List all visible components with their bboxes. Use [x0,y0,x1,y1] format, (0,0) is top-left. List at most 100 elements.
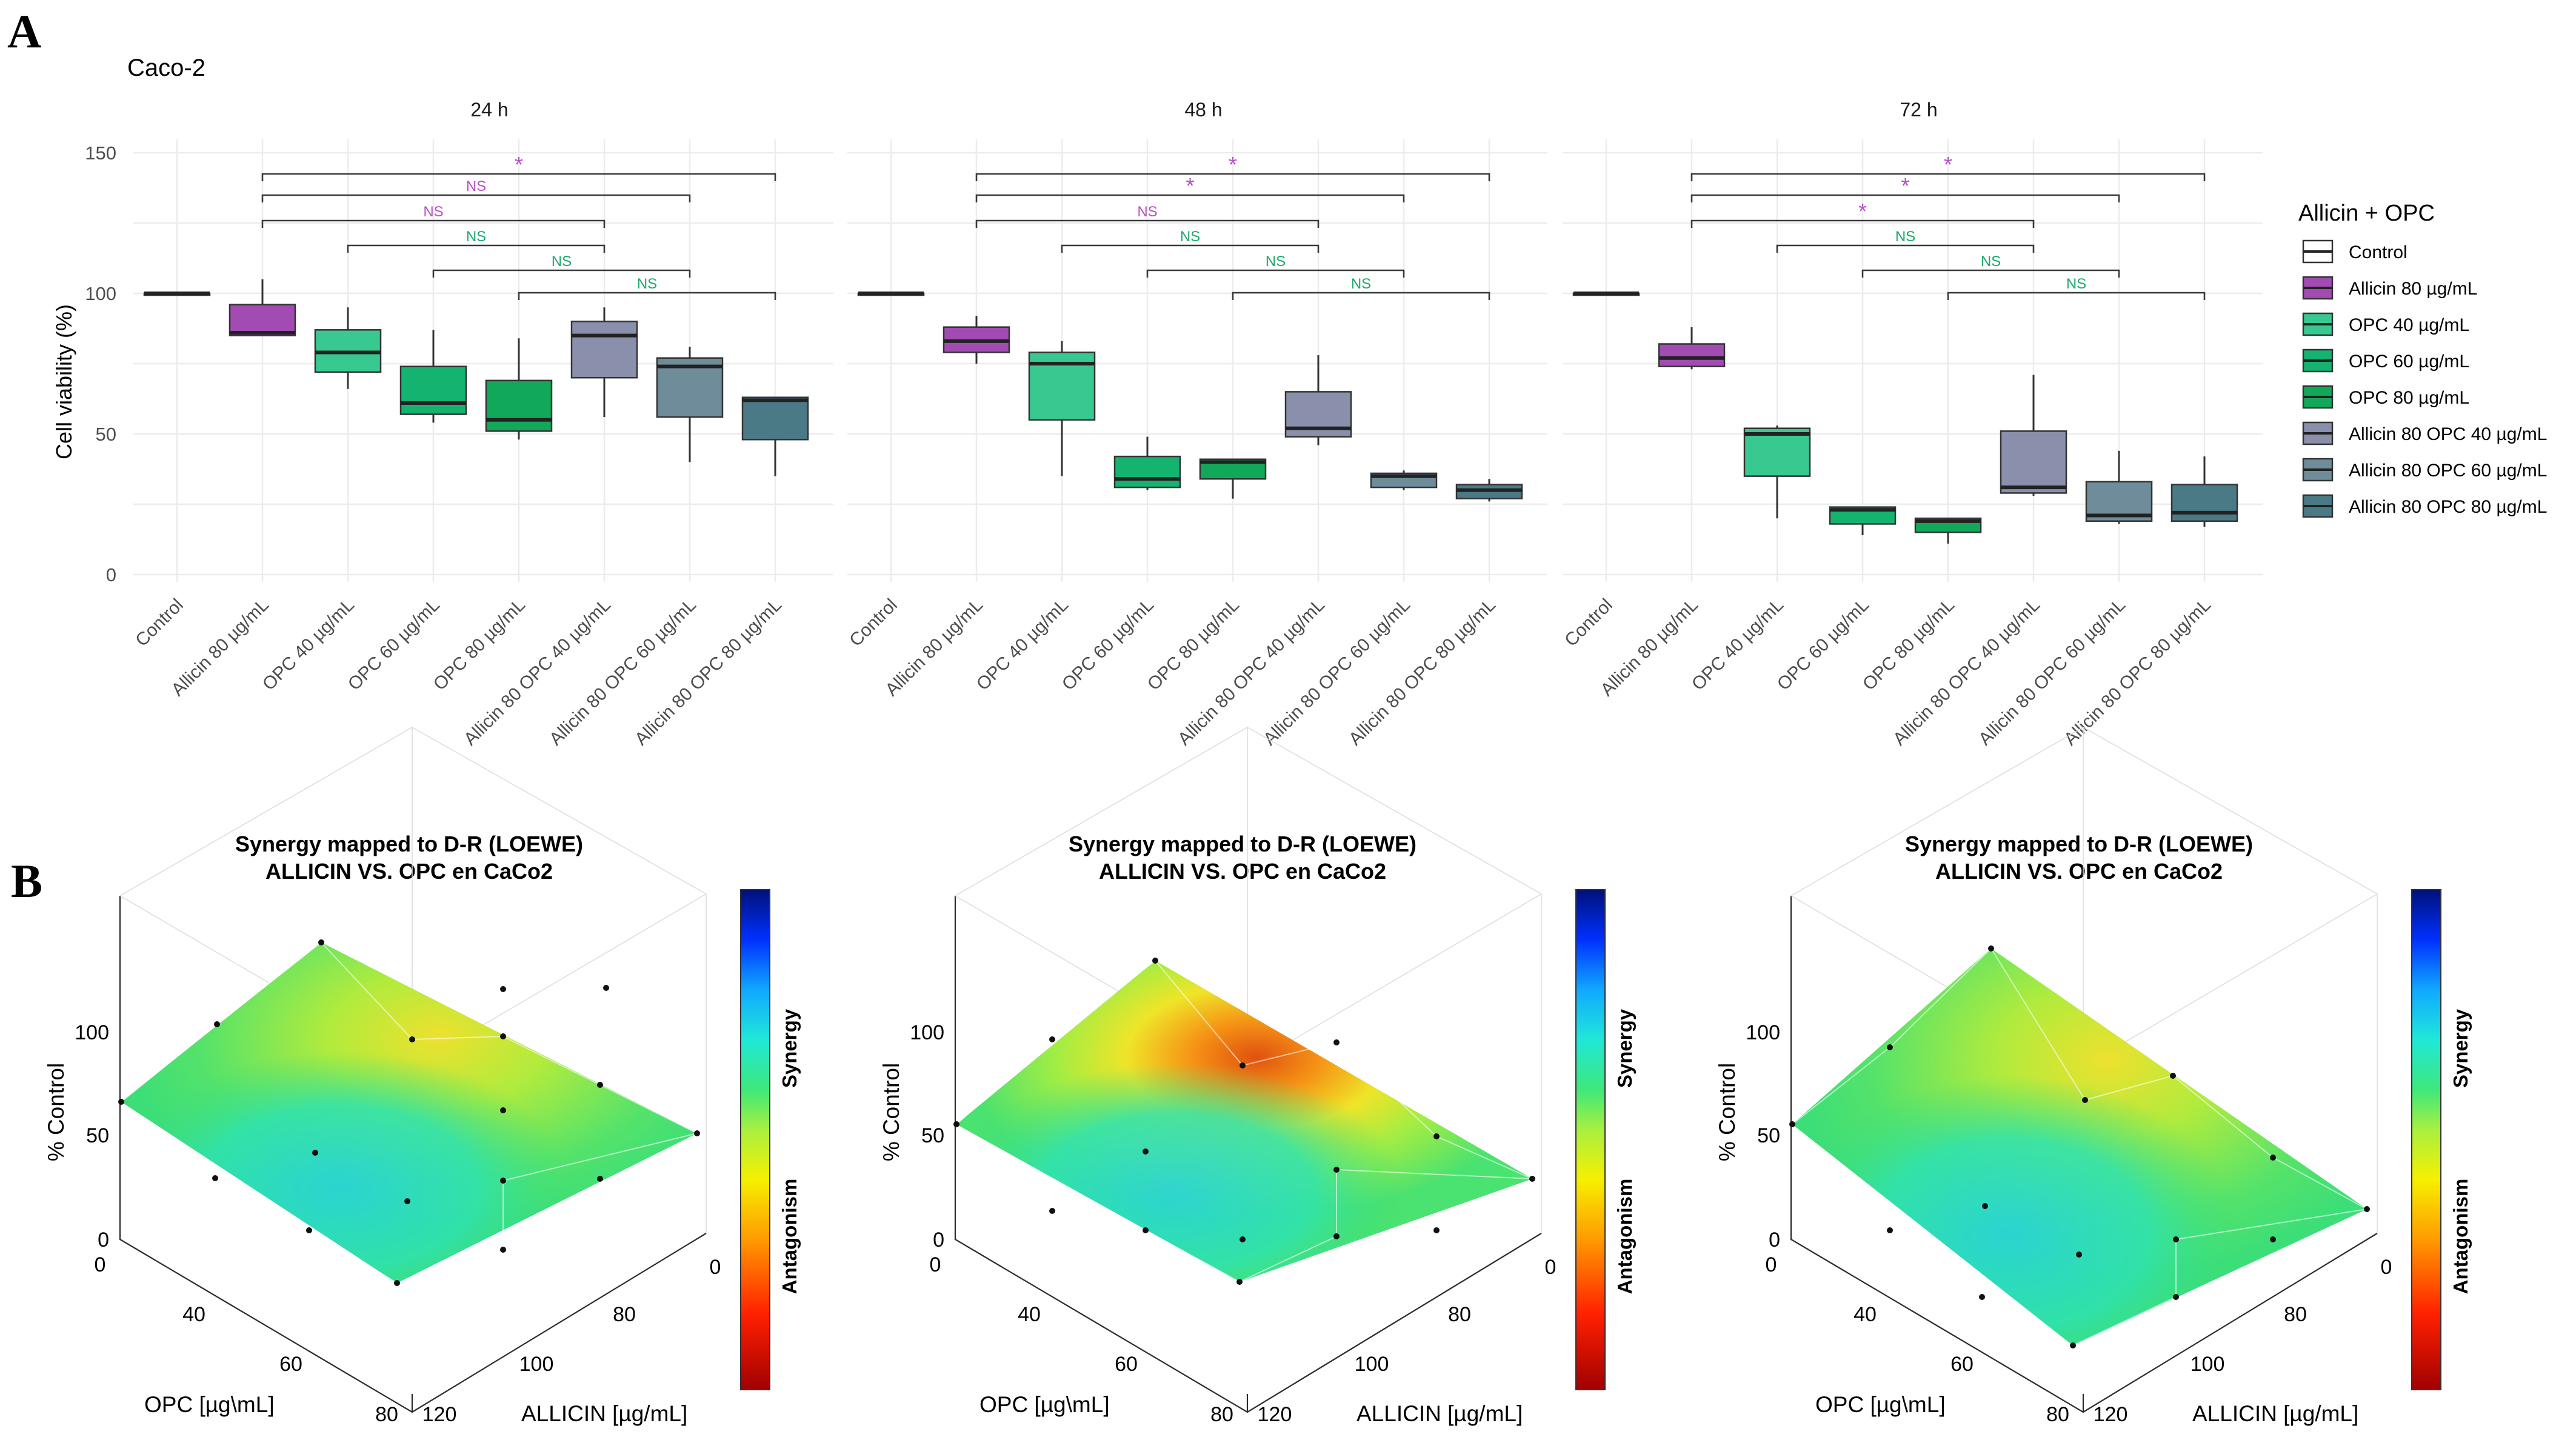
legend-label: Allicin 80 OPC 80 µg/mL [2349,497,2547,517]
box-4 [1914,517,1982,544]
y-tick-label: 120 [422,1403,457,1426]
y-tick-label: 0 [1545,1256,1557,1279]
surface-mesh-line [2172,1075,2274,1158]
x-tick-label: 40 [1854,1303,1877,1326]
x-tick-label: OPC 60 µg/mL [344,595,444,695]
back-grid [412,727,707,895]
y-tick-label: 0 [2381,1256,2392,1279]
x-tick-label: 80 [375,1403,398,1426]
panel-a-letter: A [7,5,41,58]
surface-point [1982,1203,1988,1209]
sig-label: NS [1981,253,2001,270]
legend-label: OPC 40 µg/mL [2349,315,2469,335]
box-4 [485,338,553,440]
surface-point [1433,1227,1440,1233]
legend-item: Control [2302,239,2407,264]
surface-point [1529,1176,1535,1182]
sig-bracket [1146,269,1405,278]
box-2 [314,307,382,389]
surface-point [2270,1155,2276,1161]
box-iqr [570,321,638,379]
sig-bracket [347,244,606,253]
y-tick-label: 80 [1448,1303,1471,1326]
box-7 [2171,456,2238,527]
x-tick-label: OPC 80 µg/mL [1144,595,1243,695]
surface-mesh-line [2175,1208,2367,1240]
x-tick-label: 0 [930,1253,941,1276]
sig-bracket [518,292,776,300]
x-tick-label: 80 [2046,1403,2069,1426]
box-iqr [1113,455,1181,488]
sig-comparison: NS [261,204,606,228]
box-6 [1370,470,1438,490]
y-axis-label: Cell viability (%) [52,304,76,459]
box-iqr [2000,430,2067,494]
box-5 [2000,375,2067,496]
box-6 [2085,450,2153,524]
surface-panel-0: Synergy mapped to D-R (LOEWE) ALLICIN VS.… [44,727,801,1426]
surface-point [1333,1039,1340,1045]
surface-mesh-line [321,942,413,1040]
x-tick-label: OPC 80 µg/mL [430,595,529,695]
axis-box [1790,896,2378,1413]
surface-point [394,1280,400,1286]
sig-bracket [975,173,1490,181]
surface-mesh-line [1792,1047,1890,1125]
sig-label: NS [1137,204,1157,220]
panel-b-letter: B [11,855,42,907]
y-axis-label: ALLICIN [µg/mL] [2192,1401,2358,1426]
legend-title: Allicin + OPC [2298,201,2435,226]
surface-point [212,1175,218,1181]
back-grid [2083,727,2378,895]
sig-label: * [1858,199,1867,224]
surface-mesh-line [1889,948,1992,1048]
surface-point [953,1121,959,1127]
surface-mesh-line [121,1024,218,1102]
legend-item: Allicin 80 OPC 40 µg/mL [2302,421,2547,445]
surface-point [1240,1062,1246,1068]
surface-point [597,1176,603,1182]
sig-bracket [975,194,1405,202]
colorbar [740,889,770,1390]
surface-mesh-line [1981,1296,2074,1346]
sig-comparison: NS [261,178,691,202]
sig-comparison: * [1690,152,2206,181]
y-tick-label: 100 [519,1353,554,1376]
x-tick-label: 60 [279,1353,302,1376]
surface-point [2082,1097,2088,1103]
surface-point [214,1021,220,1027]
box-3 [1829,506,1897,536]
back-grid [955,727,1248,896]
y-tick-label: 80 [2284,1303,2307,1326]
legend-item: Allicin 80 µg/mL [2302,276,2477,300]
box-1 [229,279,296,336]
sig-comparison: * [261,152,776,181]
box-1 [943,316,1010,364]
box-iqr [399,365,467,415]
y-tick-label: 80 [613,1303,636,1326]
sig-label: NS [637,276,657,292]
x-tick-label: Allicin 80 OPC 40 µg/mL [1889,595,2044,750]
z-tick-label: 0 [1769,1228,1780,1252]
sig-comparison: NS [1776,228,2035,253]
surface-point [409,1036,415,1042]
box-2 [1743,425,1811,519]
sig-bracket [1061,244,1320,253]
x-tick-label: Control [846,595,901,651]
box-0 [143,292,211,296]
surface-mesh-line [2084,1075,2174,1101]
box-iqr [1658,343,1726,367]
axis-box [954,896,1542,1413]
legend-item: OPC 40 µg/mL [2302,312,2469,336]
box-iqr [229,304,296,336]
sig-comparison: * [975,152,1490,181]
colorbar-label-top: Synergy [778,1008,801,1088]
surface-point [2076,1252,2082,1258]
x-tick-label: OPC 40 µg/mL [259,595,358,695]
surface-point [2173,1236,2179,1242]
surface-point [2170,1073,2176,1079]
surface-mesh-line [396,1249,504,1284]
